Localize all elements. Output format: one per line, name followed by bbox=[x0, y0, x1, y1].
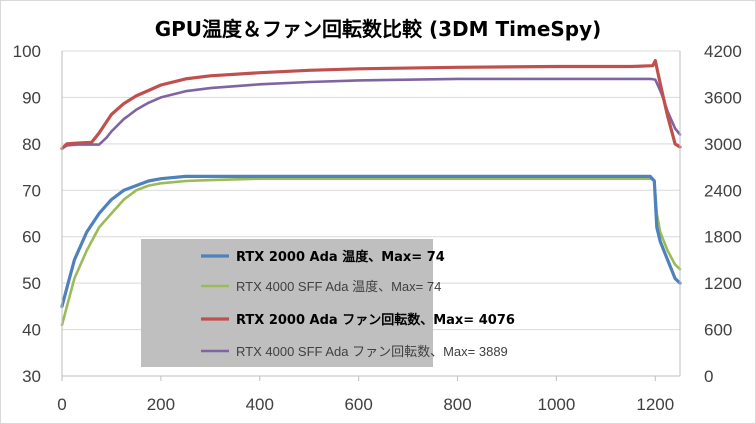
y-left-tick-label: 30 bbox=[22, 367, 41, 386]
legend: RTX 2000 Ada 温度、Max= 74 RTX 4000 SFF Ada … bbox=[141, 239, 515, 367]
x-tick-label: 1000 bbox=[537, 395, 575, 414]
x-tick-label: 1200 bbox=[636, 395, 674, 414]
y-right-tick-label: 0 bbox=[704, 367, 713, 386]
y-left-tick-label: 90 bbox=[22, 88, 41, 107]
x-tick-label: 600 bbox=[344, 395, 372, 414]
x-tick-label: 800 bbox=[443, 395, 471, 414]
y-right-tick-label: 1200 bbox=[704, 274, 742, 293]
y-left-tick-label: 50 bbox=[22, 274, 41, 293]
y-right-tick-label: 4200 bbox=[704, 42, 742, 61]
y-left-tick-label: 80 bbox=[22, 135, 41, 154]
y-right-tick-label: 3000 bbox=[704, 135, 742, 154]
y-right-tick-label: 2400 bbox=[704, 181, 742, 200]
series-line-4 bbox=[60, 77, 682, 150]
y-left-tick-label: 100 bbox=[13, 42, 41, 61]
y-right-tick-label: 3600 bbox=[704, 88, 742, 107]
series-line-1 bbox=[60, 174, 682, 308]
series-lines bbox=[60, 58, 682, 327]
x-tick-label: 400 bbox=[246, 395, 274, 414]
y-right-tick-label: 600 bbox=[704, 321, 732, 340]
x-tick-label: 0 bbox=[57, 395, 66, 414]
y-left-tick-label: 40 bbox=[22, 321, 41, 340]
x-tick-label: 200 bbox=[147, 395, 175, 414]
y-right-tick-label: 1800 bbox=[704, 228, 742, 247]
legend-label: RTX 4000 SFF Ada 温度、Max= 74 bbox=[236, 279, 441, 294]
legend-label: RTX 4000 SFF Ada ファン回転数、Max= 3889 bbox=[236, 344, 508, 359]
axes: 100 90 80 70 60 50 40 30 4200 3600 3000 2400 1800 120… bbox=[13, 42, 742, 414]
y-left-tick-label: 60 bbox=[22, 228, 41, 247]
legend-label: RTX 2000 Ada ファン回転数、Max= 4076 bbox=[236, 312, 515, 328]
chart-title: GPU温度＆ファン回転数比較 (3DM TimeSpy) bbox=[155, 17, 602, 41]
series-line-3 bbox=[60, 58, 682, 151]
y-left-tick-label: 70 bbox=[22, 181, 41, 200]
legend-label: RTX 2000 Ada 温度、Max= 74 bbox=[236, 249, 445, 265]
legend-box bbox=[141, 239, 433, 367]
